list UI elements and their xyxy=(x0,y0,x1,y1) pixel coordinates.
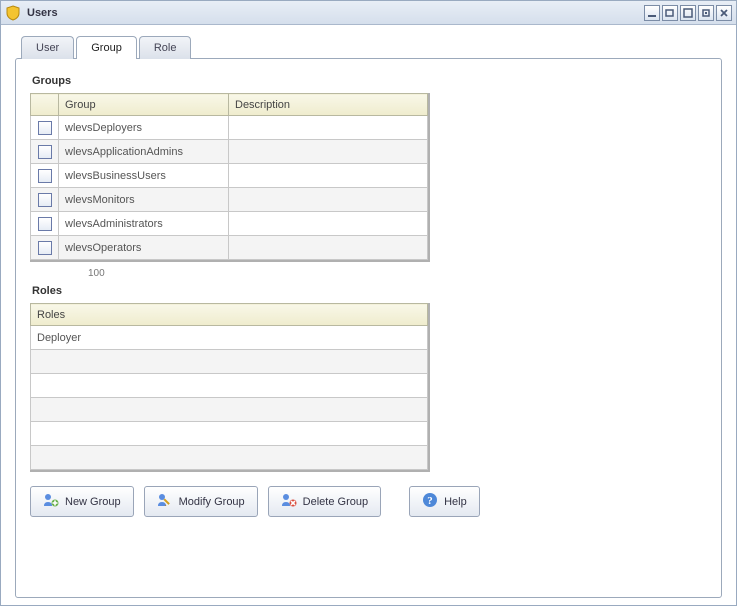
tab-user[interactable]: User xyxy=(21,36,74,59)
titlebar: Users xyxy=(1,1,736,25)
table-row[interactable] xyxy=(31,374,428,398)
checkbox[interactable] xyxy=(38,217,52,231)
button-label: Delete Group xyxy=(303,496,368,508)
table-row[interactable]: wlevsAdministrators xyxy=(31,212,428,236)
checkbox[interactable] xyxy=(38,241,52,255)
col-roles[interactable]: Roles xyxy=(31,304,428,326)
button-row: New Group Modify Group Delete Group ? He… xyxy=(30,486,707,517)
tab-label: Role xyxy=(154,42,177,54)
cell-group: wlevsMonitors xyxy=(59,188,229,212)
window-title: Users xyxy=(27,7,644,19)
cell-description xyxy=(229,164,428,188)
groups-table: Group Description wlevsDeployers wlevsAp… xyxy=(30,93,428,260)
minimize-button[interactable] xyxy=(644,5,660,21)
groups-count: 100 xyxy=(30,268,707,279)
cell-role xyxy=(31,446,428,470)
tab-label: User xyxy=(36,42,59,54)
table-row[interactable]: wlevsOperators xyxy=(31,236,428,260)
collapse-button[interactable] xyxy=(698,5,714,21)
users-add-icon xyxy=(43,492,59,511)
maximize-button[interactable] xyxy=(680,5,696,21)
table-row[interactable] xyxy=(31,446,428,470)
cell-role xyxy=(31,350,428,374)
help-icon: ? xyxy=(422,492,438,511)
help-button[interactable]: ? Help xyxy=(409,486,480,517)
table-row[interactable]: wlevsDeployers xyxy=(31,116,428,140)
checkbox[interactable] xyxy=(38,193,52,207)
checkbox[interactable] xyxy=(38,169,52,183)
cell-role xyxy=(31,422,428,446)
table-row[interactable]: wlevsApplicationAdmins xyxy=(31,140,428,164)
groups-title: Groups xyxy=(32,75,707,87)
cell-group: wlevsOperators xyxy=(59,236,229,260)
tab-panel: Groups Group Description wlevsDeployers … xyxy=(15,58,722,598)
cell-description xyxy=(229,236,428,260)
roles-title: Roles xyxy=(32,285,707,297)
shield-icon xyxy=(5,5,21,21)
col-description[interactable]: Description xyxy=(229,94,428,116)
table-row[interactable] xyxy=(31,398,428,422)
table-row[interactable]: Deployer xyxy=(31,326,428,350)
col-checkbox[interactable] xyxy=(31,94,59,116)
button-label: Modify Group xyxy=(179,496,245,508)
delete-group-button[interactable]: Delete Group xyxy=(268,486,381,517)
content-area: User Group Role Groups Group Description xyxy=(1,25,736,605)
cell-role: Deployer xyxy=(31,326,428,350)
cell-group: wlevsDeployers xyxy=(59,116,229,140)
table-row[interactable]: wlevsMonitors xyxy=(31,188,428,212)
roles-table: Roles Deployer xyxy=(30,303,428,470)
tab-strip: User Group Role xyxy=(21,35,722,58)
table-row[interactable] xyxy=(31,422,428,446)
tab-group[interactable]: Group xyxy=(76,36,137,59)
users-edit-icon xyxy=(157,492,173,511)
cell-description xyxy=(229,116,428,140)
svg-text:?: ? xyxy=(427,495,433,507)
cell-group: wlevsBusinessUsers xyxy=(59,164,229,188)
checkbox[interactable] xyxy=(38,145,52,159)
cell-description xyxy=(229,140,428,164)
tab-role[interactable]: Role xyxy=(139,36,192,59)
cell-group: wlevsAdministrators xyxy=(59,212,229,236)
roles-table-wrap: Roles Deployer xyxy=(30,303,430,472)
col-group[interactable]: Group xyxy=(59,94,229,116)
cell-group: wlevsApplicationAdmins xyxy=(59,140,229,164)
cell-role xyxy=(31,374,428,398)
cell-description xyxy=(229,212,428,236)
tab-label: Group xyxy=(91,42,122,54)
modify-group-button[interactable]: Modify Group xyxy=(144,486,258,517)
users-delete-icon xyxy=(281,492,297,511)
cell-description xyxy=(229,188,428,212)
groups-table-wrap: Group Description wlevsDeployers wlevsAp… xyxy=(30,93,430,262)
table-row[interactable]: wlevsBusinessUsers xyxy=(31,164,428,188)
table-row[interactable] xyxy=(31,350,428,374)
checkbox[interactable] xyxy=(38,121,52,135)
button-label: New Group xyxy=(65,496,121,508)
button-label: Help xyxy=(444,496,467,508)
users-window: Users User Group Role Groups xyxy=(0,0,737,606)
close-button[interactable] xyxy=(716,5,732,21)
restore-button[interactable] xyxy=(662,5,678,21)
titlebar-buttons xyxy=(644,5,732,21)
cell-role xyxy=(31,398,428,422)
new-group-button[interactable]: New Group xyxy=(30,486,134,517)
